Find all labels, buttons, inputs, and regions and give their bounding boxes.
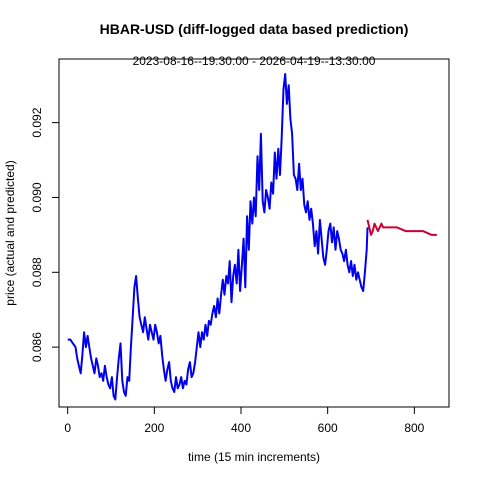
x-tick-label: 600: [318, 421, 338, 435]
y-tick-label: 0.090: [30, 182, 44, 212]
actual-price-line: [67, 73, 369, 401]
y-axis: 0.086 0.088 0.090 0.092: [30, 107, 59, 362]
x-tick-label: 0: [64, 421, 71, 435]
plot-frame: [58, 58, 450, 408]
x-axis: 0 200 400 600 800: [64, 407, 425, 435]
y-tick-label: 0.086: [30, 332, 44, 362]
y-axis-label: price (actual and predicted): [3, 160, 17, 305]
x-axis-label: time (15 min increments): [188, 450, 320, 464]
chart-subtitle: 2023-08-16--19:30:00 - 2026-04-19--13:30…: [133, 54, 376, 68]
predicted-price-line: [366, 219, 437, 236]
series-layer: [67, 73, 437, 401]
y-tick-label: 0.092: [30, 107, 44, 137]
y-tick-label: 0.088: [30, 257, 44, 287]
x-tick-label: 200: [144, 421, 164, 435]
x-tick-label: 400: [231, 421, 251, 435]
chart-title: HBAR-USD (diff-logged data based predict…: [100, 21, 409, 37]
x-tick-label: 800: [404, 421, 424, 435]
